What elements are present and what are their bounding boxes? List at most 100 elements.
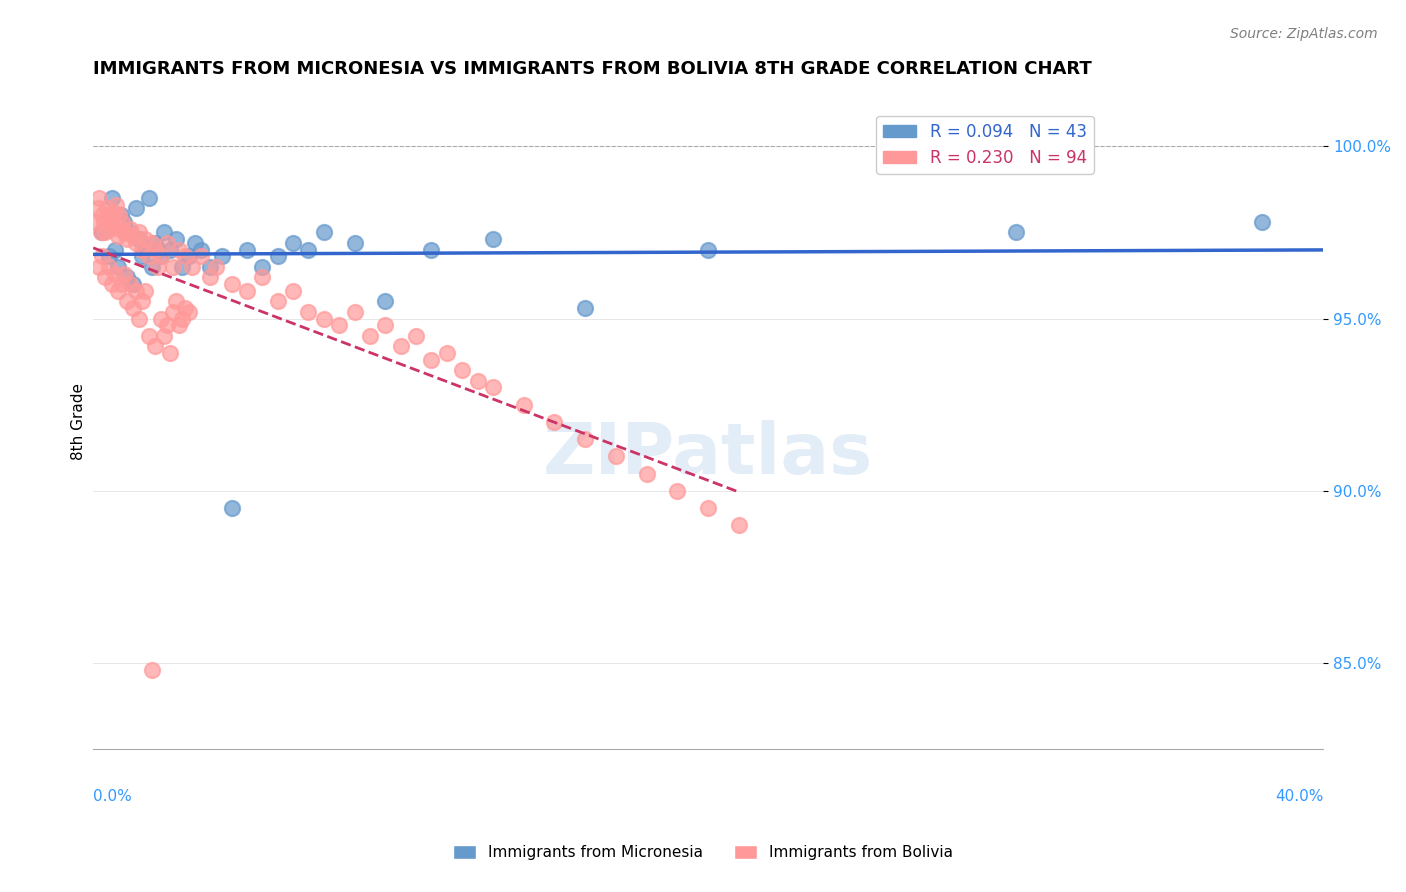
Point — [697, 243, 720, 257]
Point — [110, 222, 132, 236]
Point — [104, 219, 127, 233]
Point — [93, 215, 115, 229]
Point — [120, 222, 142, 236]
Point — [312, 311, 335, 326]
Point — [297, 243, 319, 257]
Point — [312, 225, 335, 239]
Point — [107, 228, 129, 243]
Point — [120, 277, 142, 291]
Legend: R = 0.094   N = 43, R = 0.230   N = 94: R = 0.094 N = 43, R = 0.230 N = 94 — [876, 116, 1094, 174]
Point — [131, 243, 153, 257]
Point — [728, 518, 751, 533]
Point — [131, 250, 153, 264]
Point — [143, 339, 166, 353]
Point — [110, 277, 132, 291]
Point — [165, 232, 187, 246]
Point — [138, 191, 160, 205]
Point — [100, 211, 122, 226]
Point — [451, 363, 474, 377]
Point — [482, 232, 505, 246]
Point — [141, 663, 163, 677]
Point — [141, 260, 163, 274]
Point — [697, 501, 720, 516]
Point — [482, 380, 505, 394]
Point — [108, 208, 131, 222]
Legend: Immigrants from Micronesia, Immigrants from Bolivia: Immigrants from Micronesia, Immigrants f… — [447, 839, 959, 866]
Text: Source: ZipAtlas.com: Source: ZipAtlas.com — [1230, 27, 1378, 41]
Point — [159, 346, 181, 360]
Point — [143, 235, 166, 250]
Point — [96, 201, 118, 215]
Point — [134, 284, 156, 298]
Point — [146, 243, 169, 257]
Point — [141, 235, 163, 250]
Point — [134, 243, 156, 257]
Point — [91, 250, 114, 264]
Y-axis label: 8th Grade: 8th Grade — [72, 384, 86, 460]
Point — [98, 222, 121, 236]
Point — [125, 235, 148, 250]
Point — [267, 294, 290, 309]
Point — [128, 232, 150, 246]
Text: 0.0%: 0.0% — [93, 789, 132, 804]
Point — [190, 243, 212, 257]
Point — [94, 225, 117, 239]
Point — [90, 225, 112, 239]
Point — [165, 294, 187, 309]
Point — [115, 270, 138, 285]
Point — [107, 260, 129, 274]
Point — [574, 301, 596, 315]
Point — [149, 311, 172, 326]
Text: IMMIGRANTS FROM MICRONESIA VS IMMIGRANTS FROM BOLIVIA 8TH GRADE CORRELATION CHAR: IMMIGRANTS FROM MICRONESIA VS IMMIGRANTS… — [93, 60, 1092, 78]
Point — [172, 311, 194, 326]
Point — [180, 260, 202, 274]
Point — [359, 328, 381, 343]
Point — [134, 232, 156, 246]
Point — [436, 346, 458, 360]
Point — [112, 215, 135, 229]
Point — [281, 235, 304, 250]
Point — [122, 277, 145, 291]
Point — [221, 501, 243, 516]
Point — [122, 228, 145, 243]
Point — [120, 225, 142, 239]
Point — [156, 235, 179, 250]
Point — [112, 225, 135, 239]
Point — [149, 250, 172, 264]
Point — [122, 301, 145, 315]
Point — [267, 250, 290, 264]
Point — [104, 243, 127, 257]
Point — [128, 311, 150, 326]
Point — [374, 294, 396, 309]
Point — [605, 450, 627, 464]
Point — [89, 191, 111, 205]
Point — [177, 304, 200, 318]
Point — [107, 284, 129, 298]
Point — [131, 294, 153, 309]
Point — [297, 304, 319, 318]
Point — [91, 225, 114, 239]
Point — [198, 260, 221, 274]
Point — [84, 215, 107, 229]
Point — [112, 267, 135, 281]
Point — [162, 260, 184, 274]
Point — [115, 294, 138, 309]
Point — [143, 243, 166, 257]
Point — [156, 318, 179, 333]
Text: ZIPatlas: ZIPatlas — [543, 420, 873, 489]
Point — [94, 270, 117, 285]
Point — [125, 201, 148, 215]
Point — [543, 415, 565, 429]
Point — [146, 260, 169, 274]
Text: 40.0%: 40.0% — [1275, 789, 1323, 804]
Point — [169, 243, 191, 257]
Point — [105, 198, 128, 212]
Point — [138, 250, 160, 264]
Point — [183, 235, 205, 250]
Point — [420, 352, 443, 367]
Point — [153, 225, 176, 239]
Point — [159, 243, 181, 257]
Point — [211, 250, 233, 264]
Point — [111, 215, 134, 229]
Point — [374, 318, 396, 333]
